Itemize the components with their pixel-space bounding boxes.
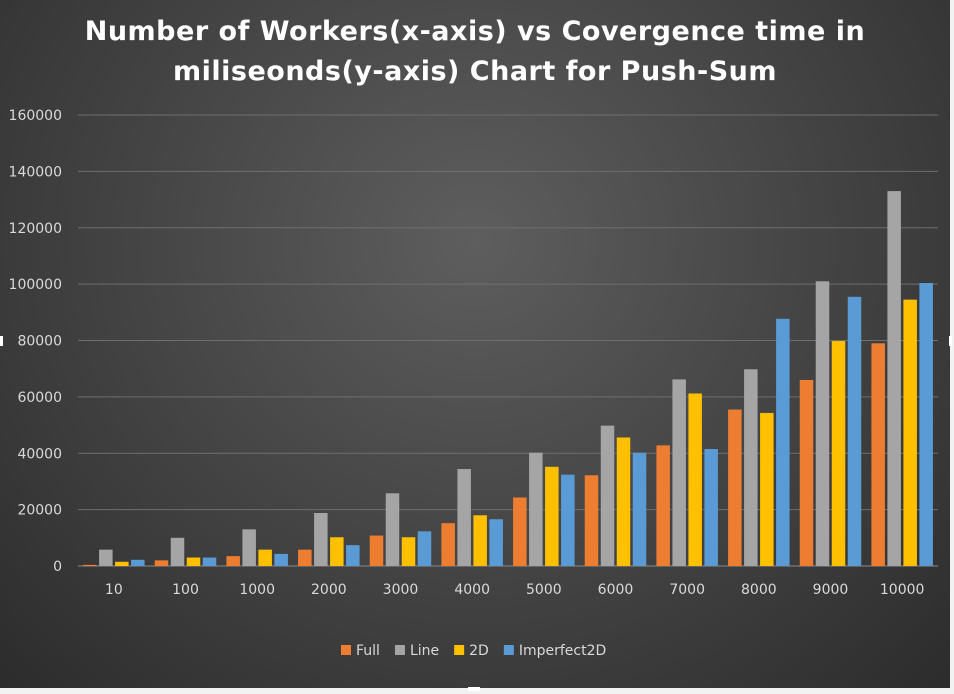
x-tick-label: 2000	[311, 582, 347, 598]
bar-imperfect2d-1000	[274, 553, 288, 566]
bar-full-10	[83, 564, 97, 566]
resize-handle-left[interactable]	[0, 336, 3, 346]
x-tick-label: 100	[172, 582, 199, 598]
bar-2d-7000	[688, 393, 702, 566]
bar-full-8000	[728, 409, 742, 566]
bar-imperfect2d-7000	[704, 449, 718, 566]
y-tick-label: 120000	[9, 221, 62, 237]
x-tick-label: 3000	[383, 582, 419, 598]
legend-label-full: Full	[356, 643, 380, 659]
bar-line-6000	[600, 425, 615, 566]
legend-label-imperfect2d: Imperfect2D	[519, 643, 606, 659]
bar-line-3000	[385, 493, 400, 566]
bar-imperfect2d-3000	[417, 531, 432, 566]
bar-line-1000	[242, 529, 256, 566]
bar-full-10000	[871, 343, 885, 566]
gridlines	[78, 114, 938, 567]
bar-line-8000	[744, 369, 758, 566]
bar-2d-8000	[760, 412, 774, 566]
bar-imperfect2d-10	[131, 559, 145, 566]
y-tick-label: 20000	[17, 503, 62, 519]
bar-full-6000	[584, 475, 599, 566]
bar-2d-5000	[545, 466, 559, 566]
bar-imperfect2d-9000	[847, 296, 862, 566]
bar-line-100	[170, 537, 185, 566]
legend-swatch-line	[394, 645, 405, 655]
y-tick-label: 0	[53, 559, 62, 575]
legend-swatch-imperfect2d	[503, 645, 514, 655]
chart-title: Number of Workers(x-axis) vs Covergence …	[84, 16, 866, 87]
resize-handle-bottom[interactable]	[468, 687, 480, 691]
bar-imperfect2d-10000	[919, 282, 933, 566]
y-tick-label: 40000	[17, 446, 62, 462]
bar-2d-3000	[401, 537, 416, 566]
x-tick-label: 9000	[813, 582, 849, 598]
bar-full-7000	[656, 445, 670, 566]
bar-imperfect2d-4000	[489, 519, 503, 566]
x-tick-label: 6000	[598, 582, 634, 598]
bar-2d-10000	[903, 299, 917, 566]
y-tick-label: 160000	[9, 108, 62, 124]
x-tick-label: 4000	[454, 582, 490, 598]
y-tick-label: 140000	[9, 164, 62, 180]
bar-full-100	[154, 560, 169, 566]
x-tick-label: 10	[105, 582, 123, 598]
x-tick-label: 1000	[239, 582, 275, 598]
bar-imperfect2d-5000	[561, 474, 575, 566]
y-tick-label: 60000	[17, 390, 62, 406]
bar-imperfect2d-8000	[776, 318, 790, 566]
y-tick-label: 80000	[17, 334, 62, 350]
bar-full-4000	[441, 523, 455, 566]
bar-imperfect2d-100	[202, 557, 217, 566]
bar-full-5000	[513, 497, 527, 566]
bar-line-4000	[457, 469, 471, 566]
x-tick-label: 5000	[526, 582, 562, 598]
bar-line-5000	[529, 452, 543, 566]
bar-line-10000	[887, 191, 901, 566]
y-axis-tick-labels: 0 20000 40000 60000 80000 100000 120000 140000 1…	[9, 108, 62, 575]
legend-swatch-2d	[454, 645, 465, 655]
y-tick-label: 100000	[9, 277, 62, 293]
bar-2d-10	[115, 561, 129, 566]
bar-full-9000	[799, 379, 814, 566]
bar-line-7000	[672, 379, 686, 566]
legend-swatch-full	[341, 645, 351, 655]
bar-2d-9000	[831, 341, 846, 566]
x-tick-label: 10000	[880, 582, 925, 598]
bar-full-2000	[298, 549, 312, 566]
bar-imperfect2d-2000	[346, 545, 360, 566]
legend-label-2d: 2D	[469, 643, 489, 659]
bar-2d-6000	[616, 437, 631, 566]
bar-line-9000	[815, 281, 830, 566]
x-tick-label: 7000	[669, 582, 705, 598]
bar-2d-100	[186, 557, 201, 566]
bars	[83, 191, 933, 566]
x-axis-tick-labels: 10 100 1000 2000 3000 4000 5000 6000 7000 8000 900…	[105, 582, 925, 598]
bar-imperfect2d-6000	[632, 452, 647, 566]
bar-line-10	[99, 549, 113, 566]
resize-handle-right[interactable]	[949, 336, 952, 346]
bar-2d-4000	[473, 515, 487, 566]
legend-label-line: Line	[410, 643, 439, 659]
bar-2d-2000	[330, 537, 344, 566]
bar-2d-1000	[258, 549, 272, 566]
bar-full-3000	[369, 535, 384, 566]
bar-full-1000	[226, 556, 240, 566]
bar-line-2000	[314, 513, 328, 566]
x-tick-label: 8000	[741, 582, 777, 598]
legend: Full Line 2D Imperfect2D	[341, 643, 606, 659]
